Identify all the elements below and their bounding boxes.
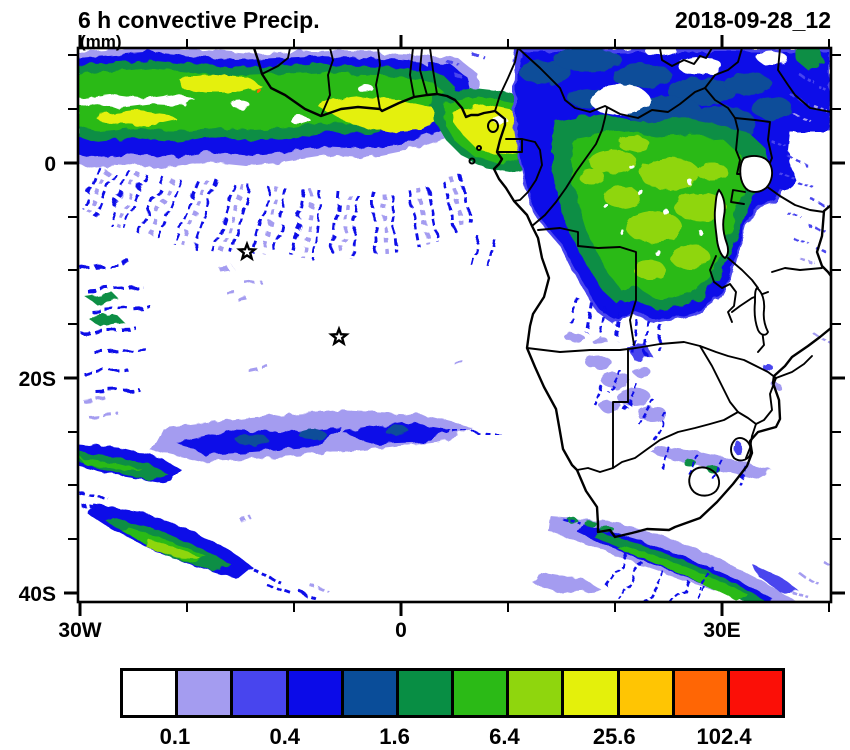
left-edge-showers [79, 50, 486, 420]
colorbar-cell [564, 671, 620, 715]
colorbar-label: 0.1 [159, 724, 191, 749]
cold-front-band [534, 516, 798, 602]
ytick-label-0: 0 [44, 153, 56, 176]
lakes [713, 155, 774, 336]
xtick-label-30e: 30E [703, 619, 740, 642]
lake-malawi [753, 286, 770, 336]
itcz-streak-fan [82, 167, 497, 273]
left-edge-green-bits [84, 292, 124, 326]
itcz-precip-band [78, 48, 480, 168]
plot-title: 6 h convective Precip. [78, 7, 320, 33]
xtick-label-30w: 30W [58, 619, 101, 642]
colorbar-label: 102.4 [696, 724, 752, 749]
geography-layer [238, 48, 831, 539]
units-label: (mm) [80, 32, 122, 51]
colorbar-labels: 0.1 0.4 1.6 6.4 25.6 102.4 [120, 724, 785, 750]
east-africa-coast-sliver [815, 203, 831, 278]
africa-coastline [252, 48, 831, 539]
timestamp-label: 2018-09-28_12 [675, 7, 831, 33]
colorbar-cell [343, 671, 399, 715]
colorbar-cell [123, 671, 179, 715]
principe-island [476, 145, 482, 151]
southwest-band-streaks [78, 490, 331, 601]
east-africa-speckles [771, 73, 831, 344]
colorbar-cell [454, 671, 510, 715]
colorbar-cell [178, 671, 234, 715]
colorbar-label: 0.4 [269, 724, 301, 749]
colorbar-label: 25.6 [592, 724, 636, 749]
front-band-tail [451, 428, 501, 436]
lake-tanganyika [713, 188, 729, 260]
colorbar-cell [398, 671, 455, 715]
congo-south-fringe [568, 297, 664, 357]
axis-ticks [64, 35, 845, 616]
southwest-band-upper [78, 444, 182, 484]
xtick-label-0: 0 [395, 619, 407, 642]
country-borders [261, 48, 831, 497]
colorbar-cell [729, 671, 783, 715]
sao-tome-island [468, 157, 476, 165]
itcz-streak-fan-light [88, 169, 465, 259]
colorbar-cell [288, 671, 344, 715]
colorbar-cell [674, 671, 730, 715]
colorbar-cell [619, 671, 675, 715]
colorbar-cell [509, 671, 565, 715]
interior-shower-streaks [592, 369, 749, 485]
lake-victoria [739, 155, 774, 193]
colorbar-cell [233, 671, 289, 715]
ytick-label-20s: 20S [19, 368, 56, 391]
eswatini-border [730, 437, 752, 462]
bioko-island [487, 119, 499, 133]
colorbar [120, 668, 785, 718]
precipitation-field [78, 48, 831, 602]
lesotho-border [688, 466, 721, 497]
southwest-band-lower [88, 504, 252, 579]
mid-atlantic-front-band [150, 410, 472, 462]
colorbar-label: 1.6 [379, 724, 410, 749]
ytick-label-40s: 40S [19, 583, 56, 606]
colorbar-label: 6.4 [489, 724, 520, 749]
